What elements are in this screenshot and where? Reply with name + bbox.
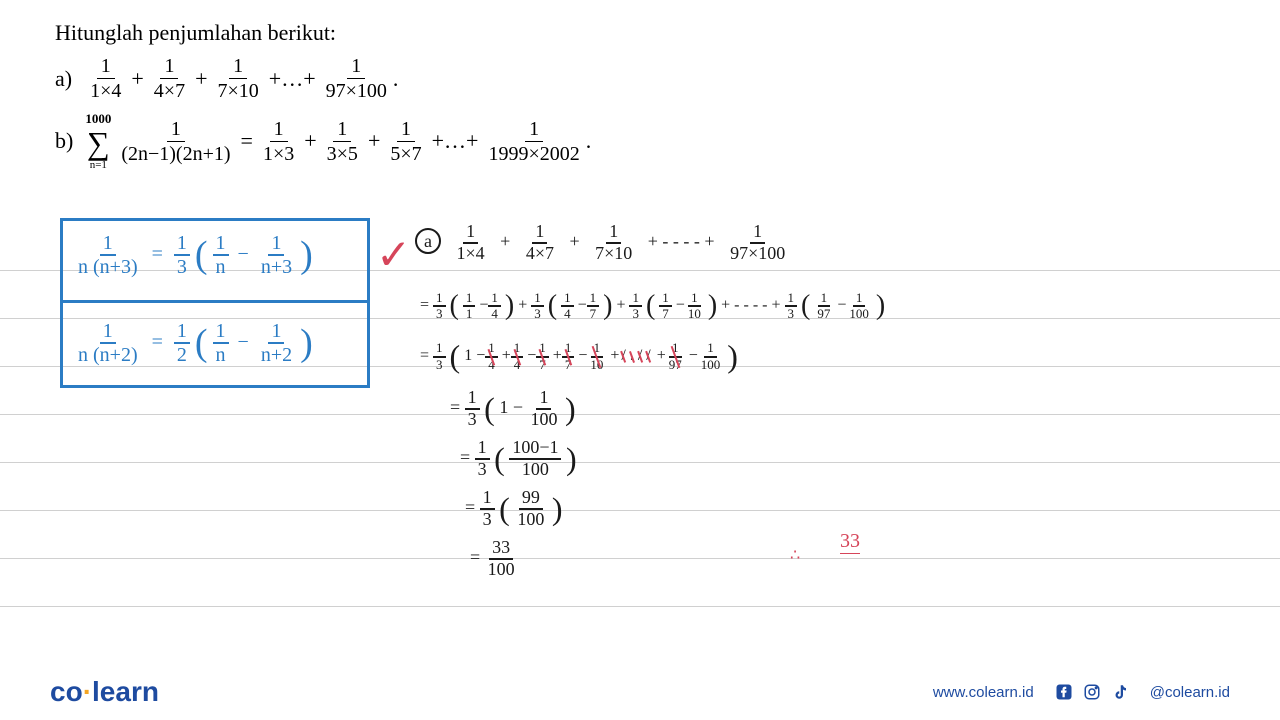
- annotation-dots: ∴: [790, 545, 800, 565]
- partial-fraction-formula-2: 1n (n+2) = 12 ( 1n − 1n+2 ): [75, 320, 313, 366]
- social-icons: [1054, 682, 1130, 702]
- work-line-7: = 33100: [470, 538, 518, 580]
- problem-statement: Hitunglah penjumlahan berikut: a) 11×4 +…: [55, 20, 1260, 179]
- work-line-6: = 13 ( 99100 ): [465, 488, 562, 530]
- instagram-icon: [1082, 682, 1102, 702]
- brand-logo: co·learn: [50, 676, 159, 708]
- work-line-1: a 11×4 + 14×7 + 17×10 + - - - - + 197×10…: [415, 222, 788, 264]
- tiktok-icon: [1110, 682, 1130, 702]
- problem-b: b) 1000 ∑ n=1 1(2n−1)(2n+1) = 11×3 + 13×…: [55, 111, 1260, 171]
- work-line-3: = 13 ( 1 −14 +14 −17 +17 −110 +/.// +197…: [420, 338, 738, 375]
- label-b: b): [55, 128, 73, 154]
- footer-url: www.colearn.id: [933, 684, 1034, 701]
- work-line-2: = 13 ( 11 −14 ) + 13 ( 14 −17 ) + 13 ( 1…: [420, 290, 885, 322]
- facebook-icon: [1054, 682, 1074, 702]
- formula-divider: [60, 300, 370, 303]
- label-a: a): [55, 66, 72, 92]
- checkmark-icon: ✓: [376, 230, 411, 280]
- partial-fraction-formula-1: 1n (n+3) = 13 ( 1n − 1n+3 ): [75, 232, 313, 278]
- footer-handle: @colearn.id: [1150, 684, 1230, 701]
- problem-a: a) 11×4 + 14×7 + 17×10 +…+ 197×100 .: [55, 54, 1260, 103]
- work-line-5: = 13 ( 100−1100 ): [460, 438, 577, 480]
- footer: co·learn www.colearn.id @colearn.id: [0, 664, 1280, 720]
- sigma-symbol: 1000 ∑ n=1: [85, 111, 111, 171]
- work-line-4: = 13 ( 1 − 1100 ): [450, 388, 576, 430]
- circled-a-icon: a: [415, 228, 441, 254]
- annotation-33: 33: [840, 530, 860, 554]
- problem-title: Hitunglah penjumlahan berikut:: [55, 20, 1260, 46]
